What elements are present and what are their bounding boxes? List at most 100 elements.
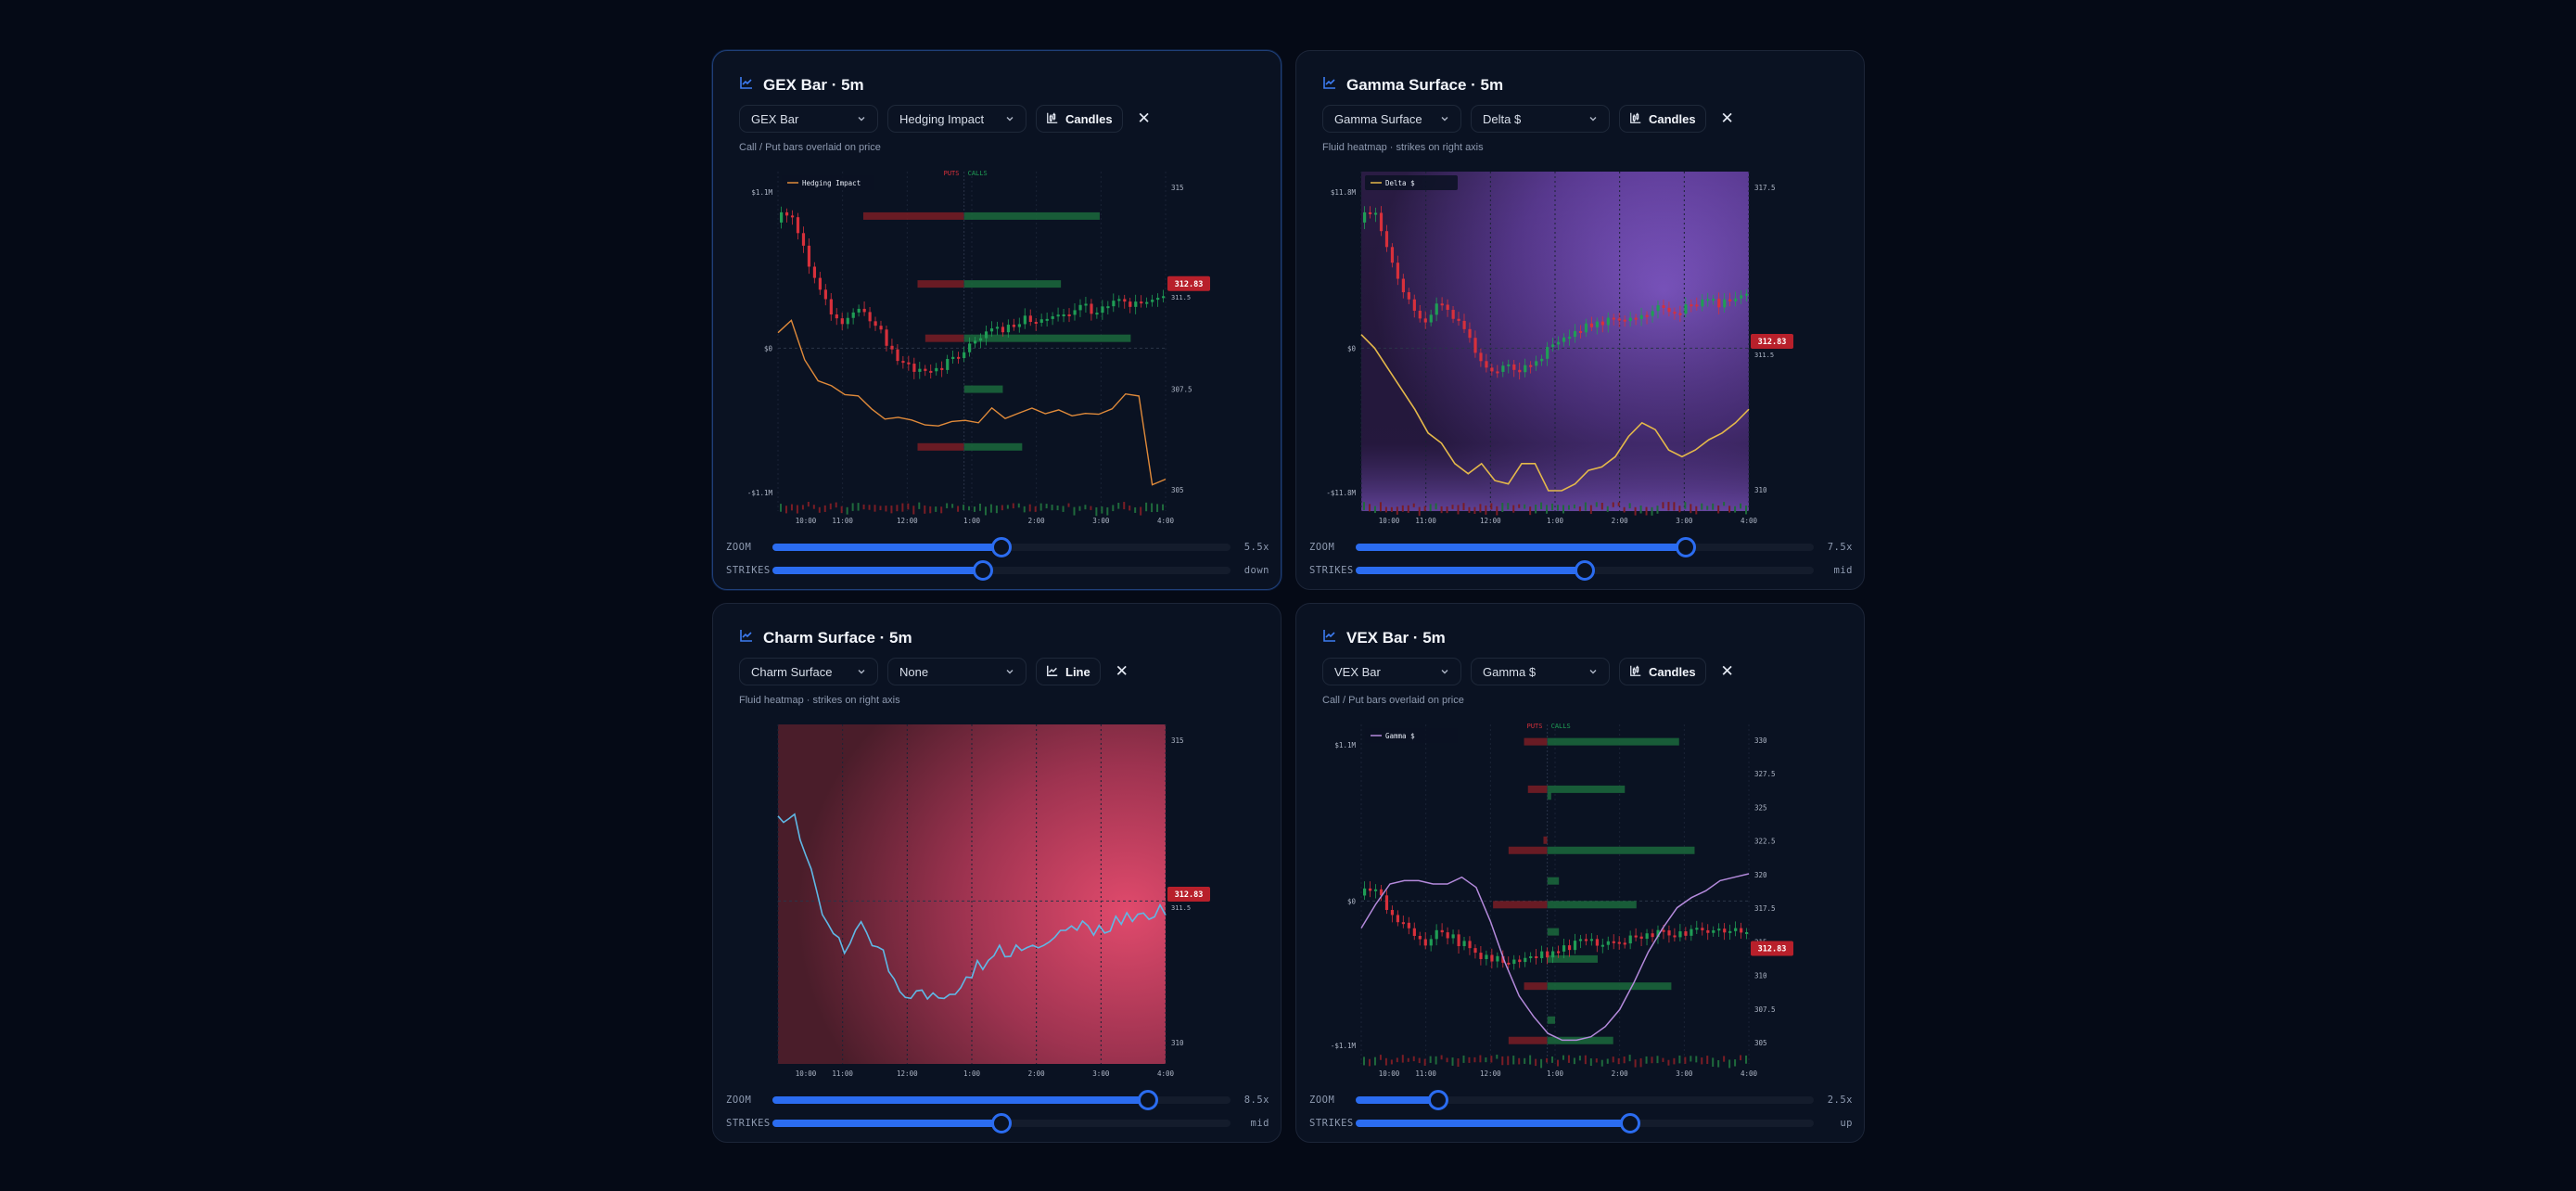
- chart-area[interactable]: 315 310 312.83 311.5 10:00 11:00 12:00 1:00 2:00…: [724, 715, 1271, 1079]
- right-axis-label: 327.5: [1754, 770, 1776, 778]
- panel-controls: VEX Bar Gamma $ Candles ✕: [1322, 658, 1738, 685]
- overlay-select[interactable]: Delta $: [1471, 105, 1610, 133]
- candle: [1662, 305, 1665, 308]
- x-axis-tick: 11:00: [1415, 517, 1436, 525]
- candle: [1468, 328, 1472, 339]
- zoom-slider-handle[interactable]: [1427, 1090, 1448, 1110]
- right-axis-label: 315: [1171, 736, 1184, 745]
- candle: [1645, 933, 1649, 940]
- candle: [1090, 303, 1093, 314]
- chart-panel[interactable]: Gamma Surface · 5m Gamma Surface Delta $ Ca…: [1295, 50, 1865, 590]
- close-icon[interactable]: ✕: [1115, 662, 1129, 680]
- candle: [1706, 299, 1710, 301]
- candle: [1662, 929, 1665, 932]
- price-badge-text: 312.83: [1758, 945, 1787, 954]
- strikes-slider-handle[interactable]: [1620, 1113, 1641, 1133]
- chart-panel[interactable]: GEX Bar · 5m GEX Bar Hedging Impact Candles…: [712, 50, 1282, 590]
- display-mode-toggle[interactable]: Candles: [1619, 658, 1706, 685]
- candle: [1701, 928, 1704, 930]
- candle: [784, 211, 789, 216]
- candle: [1740, 928, 1743, 933]
- chart-area[interactable]: PUTS CALLS Hedging Impact $1.1M $0 -$1.1M 315 3…: [724, 162, 1271, 526]
- chart-type-select[interactable]: GEX Bar: [739, 105, 878, 133]
- zoom-slider[interactable]: [772, 537, 1231, 557]
- strikes-slider[interactable]: [772, 1113, 1231, 1133]
- display-mode-toggle[interactable]: Candles: [1619, 105, 1706, 133]
- close-icon[interactable]: ✕: [1720, 109, 1734, 127]
- strikes-slider[interactable]: [1356, 1113, 1814, 1133]
- display-mode-toggle[interactable]: Candles: [1036, 105, 1123, 133]
- strikes-slider-handle[interactable]: [1575, 560, 1595, 581]
- candle: [1384, 231, 1389, 248]
- strikes-slider[interactable]: [772, 560, 1231, 581]
- x-axis-tick: 10:00: [796, 517, 817, 525]
- zoom-slider[interactable]: [1356, 1090, 1814, 1110]
- candle: [1429, 939, 1433, 946]
- overlay-select[interactable]: Gamma $: [1471, 658, 1610, 685]
- chart-type-select[interactable]: Gamma Surface: [1322, 105, 1461, 133]
- candle: [1429, 314, 1433, 323]
- price-badge-text: 312.83: [1175, 280, 1204, 289]
- panel-title: GEX Bar · 5m: [739, 75, 864, 95]
- candle: [1634, 317, 1638, 320]
- candle: [1546, 951, 1549, 958]
- close-icon[interactable]: ✕: [1720, 662, 1734, 680]
- right-axis-label: 322.5: [1754, 838, 1776, 846]
- call-bar: [963, 442, 1023, 451]
- candle: [1701, 300, 1704, 307]
- zoom-slider-row: ZOOM 5.5x: [726, 537, 1269, 557]
- chart-panel[interactable]: VEX Bar · 5m VEX Bar Gamma $ Candles ✕ Call /…: [1295, 603, 1865, 1143]
- put-bar: [862, 211, 964, 220]
- display-mode-toggle[interactable]: Line: [1036, 658, 1101, 685]
- chart-svg: 315 310 312.83 311.5 10:00 11:00 12:00 1:00 2:00…: [777, 724, 1210, 1078]
- chart-panel[interactable]: Charm Surface · 5m Charm Surface None Line ✕…: [712, 603, 1282, 1143]
- legend-label: Hedging Impact: [802, 179, 861, 187]
- right-axis-label: 307.5: [1754, 1005, 1776, 1014]
- candle: [1412, 928, 1416, 936]
- candle: [1051, 316, 1054, 319]
- gamma-line: [1360, 873, 1750, 1042]
- candlestick-icon: [1629, 664, 1642, 680]
- zoom-slider-handle[interactable]: [1675, 537, 1696, 557]
- candle: [1540, 951, 1544, 959]
- candle: [1373, 889, 1378, 891]
- legend-label: Gamma $: [1385, 732, 1415, 740]
- overlay-value: Hedging Impact: [899, 111, 985, 126]
- candle: [1462, 320, 1466, 329]
- delta-line: [1360, 334, 1750, 492]
- candle: [851, 312, 855, 318]
- candle: [1095, 313, 1099, 315]
- chart-area[interactable]: Delta $$11.8M$0-$11.8M317.5315310312.833…: [1307, 162, 1855, 526]
- zoom-slider-handle[interactable]: [1138, 1090, 1159, 1110]
- call-bar: [1547, 785, 1626, 793]
- chart-type-select[interactable]: Charm Surface: [739, 658, 878, 685]
- chart-type-value: Charm Surface: [751, 664, 833, 679]
- candle: [1457, 318, 1460, 321]
- overlay-value: Delta $: [1483, 111, 1522, 126]
- call-bar: [1547, 877, 1560, 885]
- strikes-slider[interactable]: [1356, 560, 1814, 581]
- candle: [1728, 299, 1732, 301]
- candle: [807, 245, 811, 267]
- right-axis-label: 305: [1171, 486, 1184, 494]
- left-axis-label: -$11.8M: [1326, 489, 1356, 497]
- overlay-select[interactable]: Hedging Impact: [887, 105, 1027, 133]
- candle: [912, 364, 916, 372]
- strikes-slider-handle[interactable]: [973, 560, 994, 581]
- overlay-select[interactable]: None: [887, 658, 1027, 685]
- left-axis-label: $0: [1347, 897, 1357, 905]
- candle: [874, 321, 877, 327]
- zoom-slider[interactable]: [772, 1090, 1231, 1110]
- strikes-slider-handle[interactable]: [991, 1113, 1012, 1133]
- candle: [1656, 929, 1660, 938]
- left-axis-label: -$1.1M: [1331, 1042, 1357, 1050]
- zoom-slider[interactable]: [1356, 537, 1814, 557]
- chart-type-select[interactable]: VEX Bar: [1322, 658, 1461, 685]
- candle: [1673, 935, 1677, 938]
- candle: [1423, 318, 1427, 323]
- candle: [1562, 945, 1566, 952]
- chart-area[interactable]: PUTS CALLS Gamma $ $1.1M $0 -$1.1M 330 327.5 325…: [1307, 715, 1855, 1079]
- candle: [1612, 317, 1615, 320]
- close-icon[interactable]: ✕: [1137, 109, 1151, 127]
- zoom-slider-handle[interactable]: [991, 537, 1012, 557]
